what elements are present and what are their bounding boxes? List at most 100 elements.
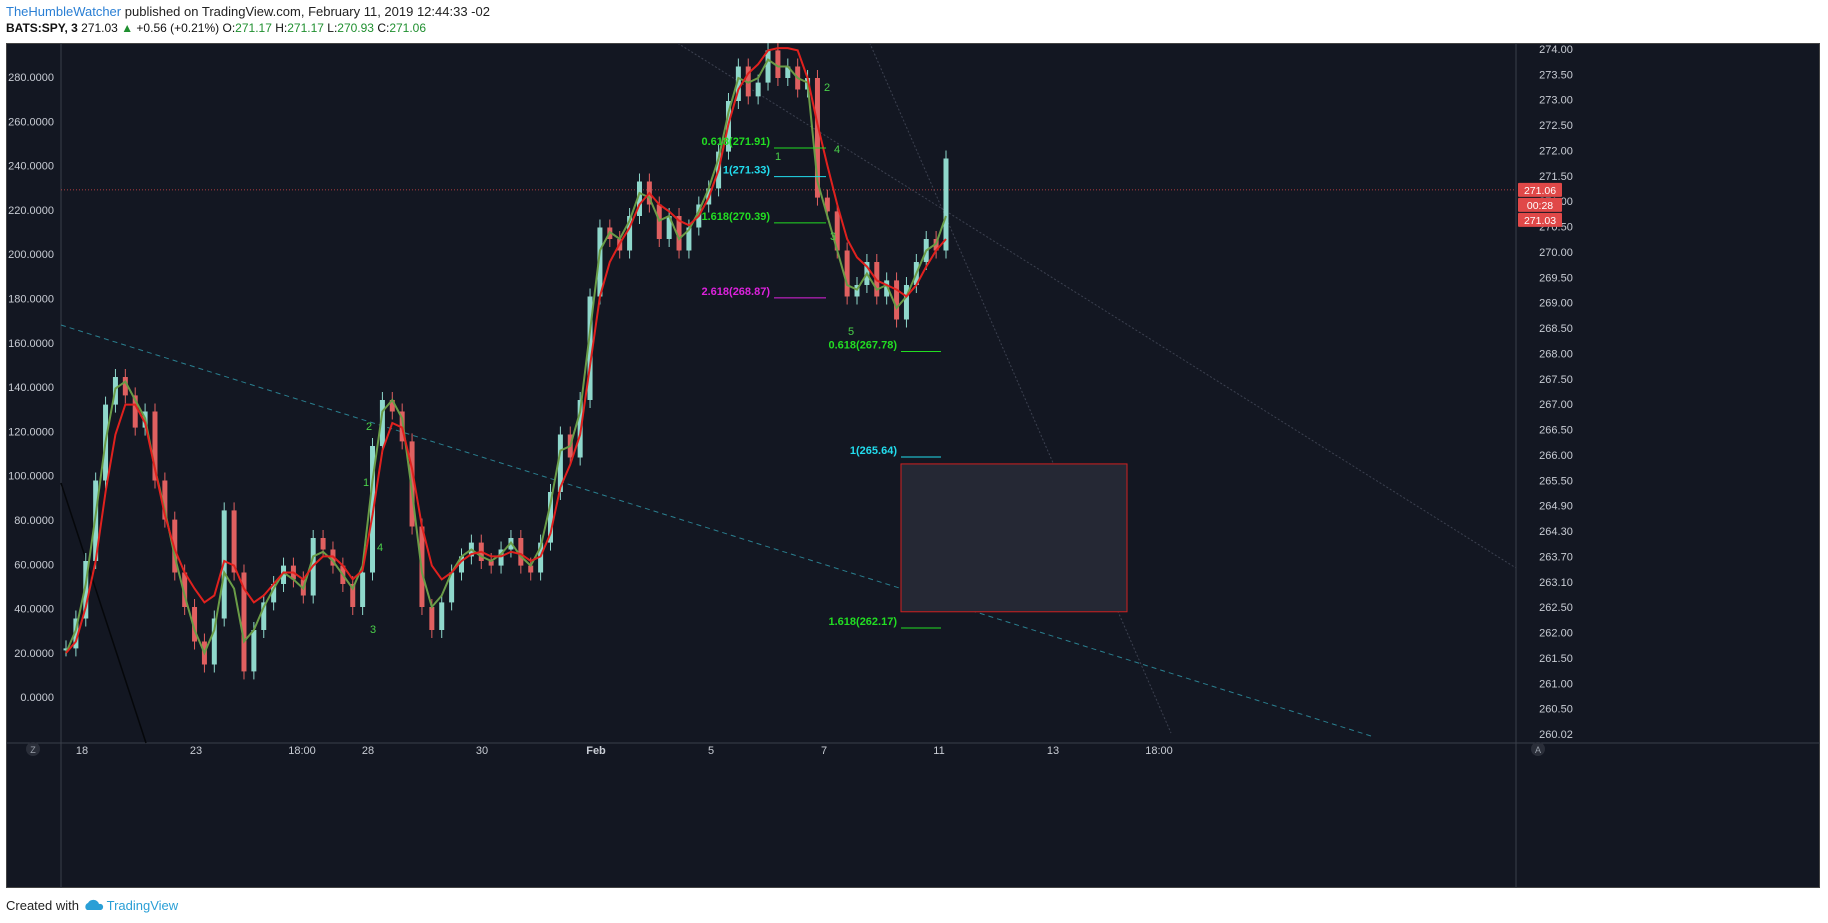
fib-level-label: 1(265.64) bbox=[850, 445, 897, 457]
left-axis-tick: 200.0000 bbox=[8, 249, 54, 261]
candle-body bbox=[231, 510, 237, 573]
left-axis-tick: 140.0000 bbox=[8, 382, 54, 394]
right-axis-tick: 261.00 bbox=[1539, 678, 1573, 690]
candle-body bbox=[350, 584, 356, 607]
time-axis-tick: 18:00 bbox=[288, 745, 316, 757]
right-axis-tick: 261.50 bbox=[1539, 653, 1573, 665]
fib-level-label: 2.618(268.87) bbox=[702, 286, 771, 298]
dark-trendline bbox=[60, 482, 147, 744]
right-axis-tick: 263.70 bbox=[1539, 551, 1573, 563]
published-text: published on TradingView.com, February 1… bbox=[124, 4, 490, 19]
candle-body bbox=[152, 411, 158, 481]
right-axis-tick: 273.00 bbox=[1539, 95, 1573, 107]
wave-label: 3 bbox=[370, 624, 376, 636]
left-axis-tick: 220.0000 bbox=[8, 205, 54, 217]
left-axis-tick: 160.0000 bbox=[8, 338, 54, 350]
time-axis-tick: Feb bbox=[586, 745, 606, 757]
candle-body bbox=[409, 441, 415, 527]
right-axis-tick: 266.50 bbox=[1539, 425, 1573, 437]
candle-body bbox=[360, 572, 366, 607]
tradingview-link[interactable]: TradingView bbox=[106, 898, 179, 913]
candle-body bbox=[627, 216, 633, 251]
close-label: C: bbox=[377, 21, 390, 35]
candle-body bbox=[261, 602, 267, 630]
candle-body bbox=[488, 561, 494, 566]
right-axis-tick: 267.50 bbox=[1539, 374, 1573, 386]
open-value: 271.17 bbox=[235, 21, 272, 35]
candle-body bbox=[884, 280, 890, 297]
candle-body bbox=[666, 216, 672, 239]
candle-body bbox=[528, 565, 534, 573]
author-link[interactable]: TheHumbleWatcher bbox=[6, 4, 122, 19]
time-axis-tick: 28 bbox=[362, 745, 374, 757]
right-axis-tick: 263.10 bbox=[1539, 577, 1573, 589]
timezone-badge bbox=[26, 742, 40, 756]
time-axis-tick: 7 bbox=[821, 745, 827, 757]
footer: Created with TradingView bbox=[6, 898, 178, 913]
candle-body bbox=[656, 204, 662, 239]
right-axis-tick: 267.00 bbox=[1539, 399, 1573, 411]
left-axis-tick: 20.0000 bbox=[14, 648, 54, 660]
fib-level-label: 1.618(270.39) bbox=[702, 211, 771, 223]
candle-body bbox=[597, 227, 603, 297]
candle-body bbox=[745, 66, 751, 97]
price-tag-bg bbox=[1518, 197, 1562, 212]
candle-body bbox=[894, 280, 900, 320]
candle-body bbox=[399, 411, 405, 442]
candle-body bbox=[547, 492, 553, 543]
publish-info: TheHumbleWatcher published on TradingVie… bbox=[6, 4, 490, 19]
close-value: 271.06 bbox=[389, 21, 427, 35]
candle-body bbox=[765, 50, 771, 83]
candle-body bbox=[854, 285, 860, 297]
wave-label: 3 bbox=[830, 231, 836, 243]
candle-body bbox=[320, 538, 326, 550]
candle-body bbox=[211, 618, 217, 665]
candle-body bbox=[459, 556, 465, 573]
candle-body bbox=[775, 50, 781, 78]
time-axis-tick: 18:00 bbox=[1145, 745, 1173, 757]
candle-body bbox=[903, 285, 909, 320]
right-axis-tick: 274.00 bbox=[1539, 44, 1573, 56]
time-axis-tick: 23 bbox=[190, 745, 202, 757]
candle-body bbox=[192, 607, 198, 642]
right-axis-tick: 260.02 bbox=[1539, 729, 1573, 741]
tradingview-cloud-icon bbox=[83, 899, 105, 911]
candle-body bbox=[379, 400, 385, 446]
right-axis-tick: 268.50 bbox=[1539, 323, 1573, 335]
candle-body bbox=[83, 561, 89, 619]
low-label: L: bbox=[327, 21, 338, 35]
time-axis-tick: 18 bbox=[76, 745, 88, 757]
dashed-trendline bbox=[60, 324, 1372, 737]
price-chart[interactable]: 0.618(271.91) 1(271.33) 1.618(270.39) 2.618… bbox=[6, 43, 1820, 888]
wave-label: 1 bbox=[363, 477, 369, 489]
dotted-diagonal bbox=[869, 43, 1172, 734]
high-value: 271.17 bbox=[287, 21, 324, 35]
fast-ma-line bbox=[65, 58, 947, 656]
candle-body bbox=[844, 250, 850, 297]
fib-level-label: 1.618(262.17) bbox=[829, 616, 898, 628]
wave-label: 5 bbox=[848, 326, 854, 338]
right-axis-tick: 262.00 bbox=[1539, 628, 1573, 640]
candle-body bbox=[943, 158, 949, 251]
symbol-name: BATS:SPY, 3 bbox=[6, 21, 78, 35]
left-axis-tick: 0.0000 bbox=[20, 692, 54, 704]
left-axis-tick: 280.0000 bbox=[8, 72, 54, 84]
low-value: 270.93 bbox=[337, 21, 374, 35]
candle-body bbox=[587, 296, 593, 400]
right-axis-tick: 272.50 bbox=[1539, 120, 1573, 132]
created-with-text: Created with bbox=[6, 898, 79, 913]
left-axis-tick: 80.0000 bbox=[14, 515, 54, 527]
price-change: +0.56 (+0.21%) bbox=[136, 21, 220, 35]
last-price: 271.03 bbox=[81, 21, 118, 35]
left-axis-tick: 180.0000 bbox=[8, 294, 54, 306]
right-axis-tick: 266.00 bbox=[1539, 450, 1573, 462]
auto-scale-badge-letter: A bbox=[1535, 745, 1541, 755]
right-axis-tick: 269.50 bbox=[1539, 272, 1573, 284]
left-axis-tick: 120.0000 bbox=[8, 426, 54, 438]
candle-body bbox=[755, 82, 761, 97]
candle-body bbox=[162, 480, 168, 520]
left-axis-tick: 40.0000 bbox=[14, 604, 54, 616]
up-arrow-icon: ▲ bbox=[121, 21, 134, 35]
candle-body bbox=[735, 66, 741, 101]
right-axis-tick: 270.00 bbox=[1539, 247, 1573, 259]
